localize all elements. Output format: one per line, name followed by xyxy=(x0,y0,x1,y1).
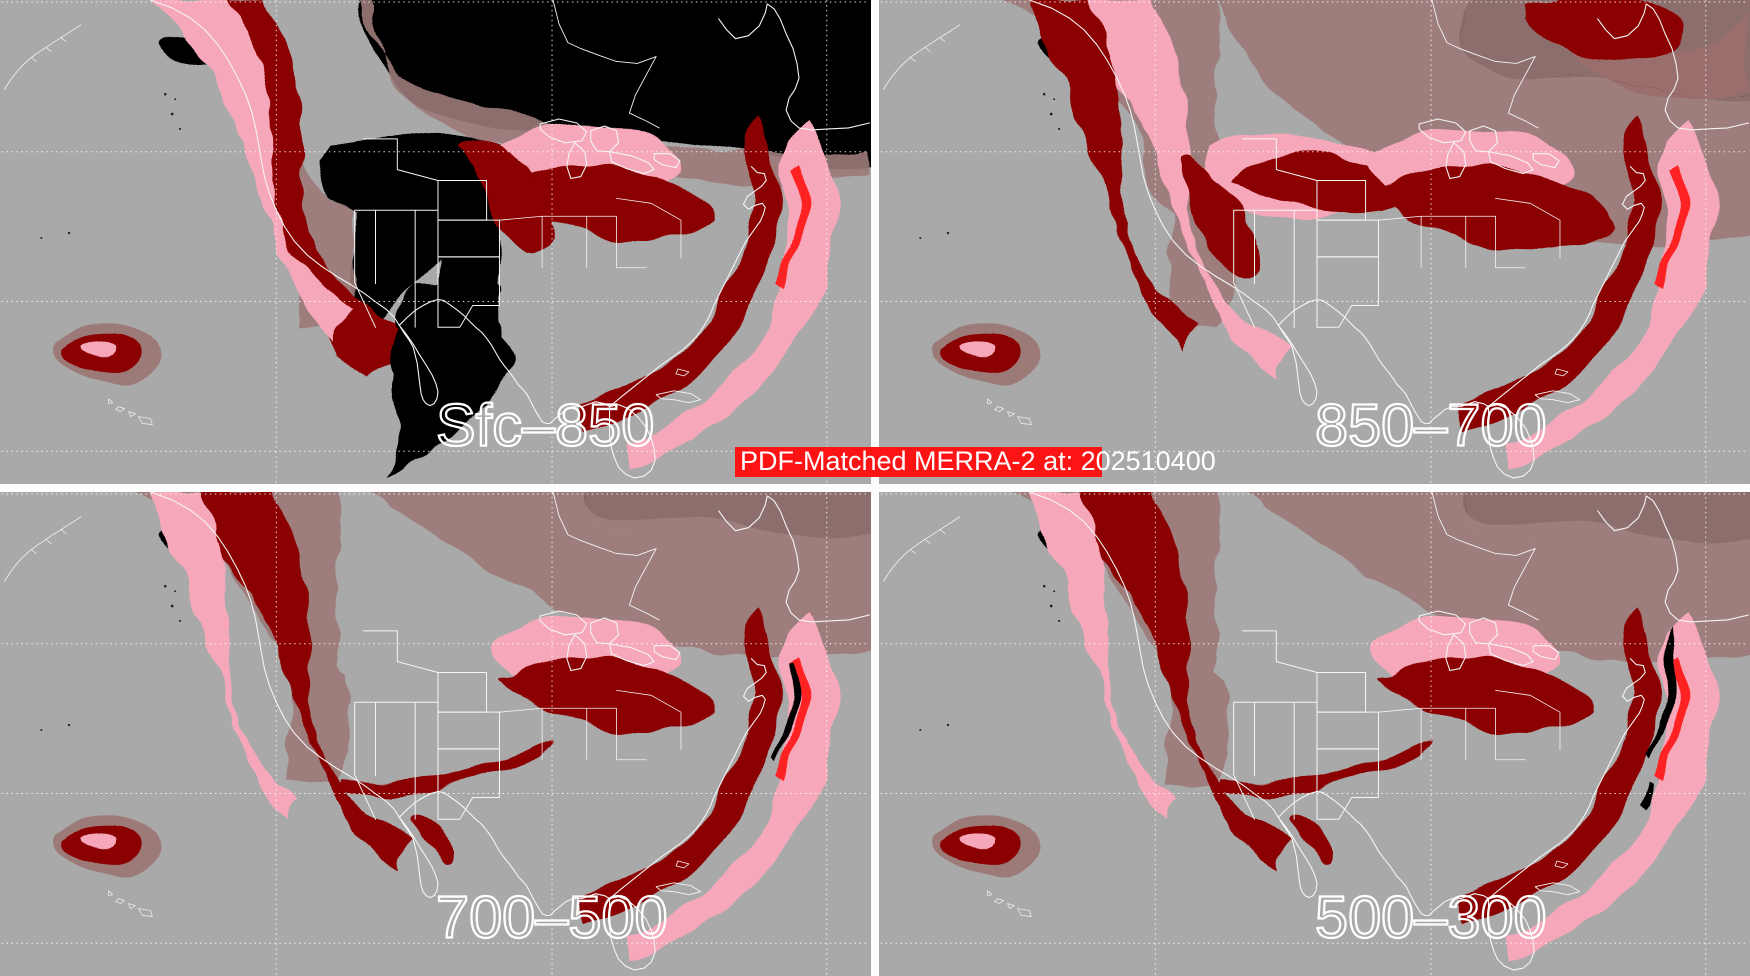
svg-text:500–300: 500–300 xyxy=(1315,883,1547,950)
svg-text:700–500: 700–500 xyxy=(436,883,668,950)
svg-text:Sfc–850: Sfc–850 xyxy=(436,391,654,458)
svg-text:850–700: 850–700 xyxy=(1315,391,1547,458)
